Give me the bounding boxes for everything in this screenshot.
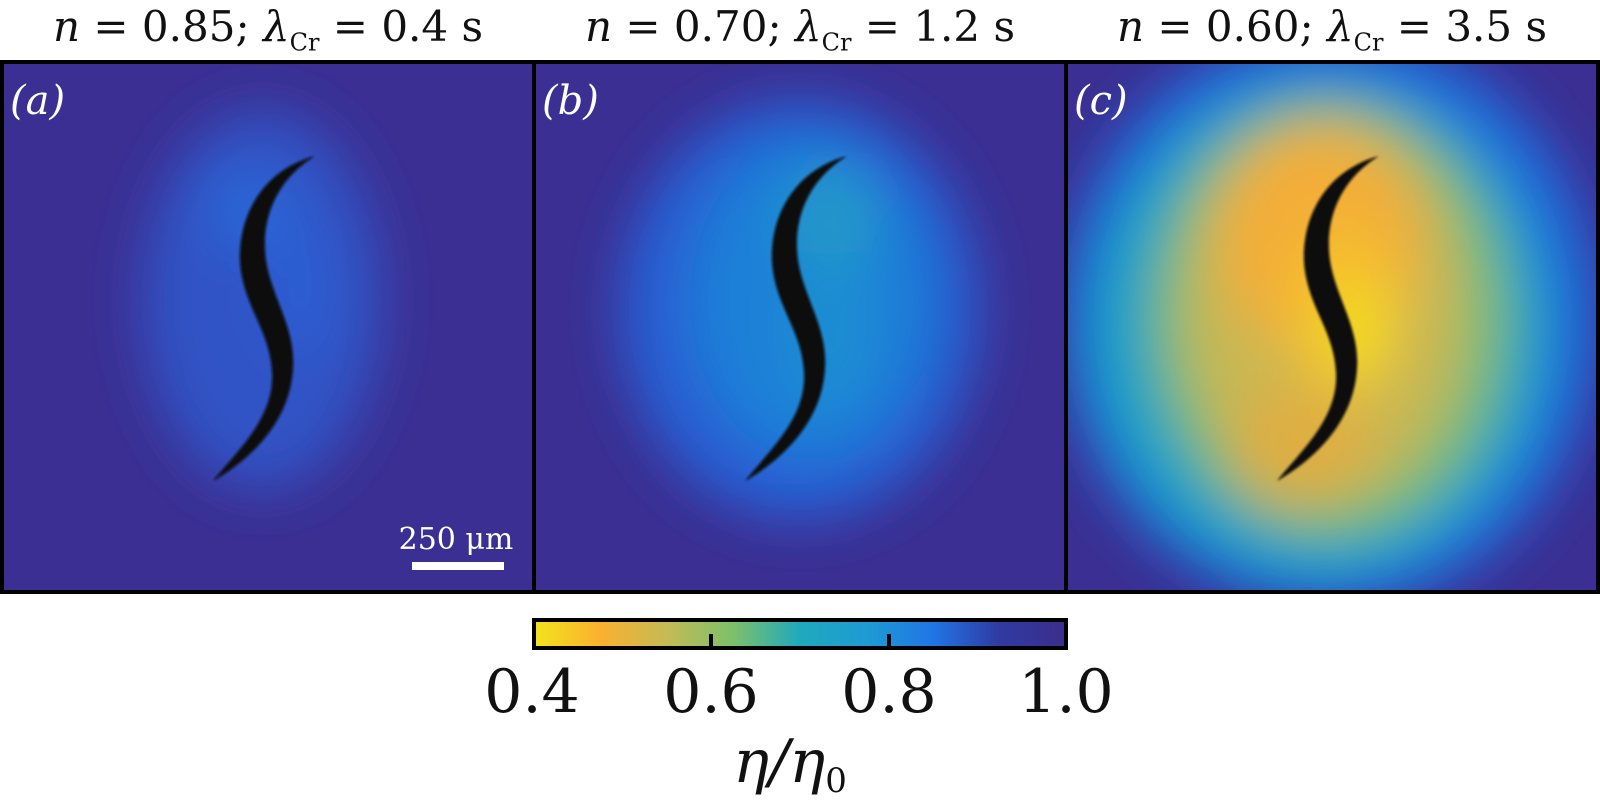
lambda-subscript: Cr: [1353, 28, 1384, 57]
worm-a: [213, 156, 315, 481]
worm-c: [1277, 156, 1379, 481]
lambda-subscript: Cr: [289, 28, 320, 57]
n-symbol: n: [52, 2, 81, 51]
colorbar-frame: [532, 618, 1068, 650]
lambda-value: 0.4 s: [381, 2, 484, 51]
colorbar-tick-label-0.4: 0.4: [484, 657, 579, 727]
n-value: 0.70: [673, 2, 768, 51]
panel-b-label: (b): [542, 78, 599, 124]
n-value: 0.85: [141, 2, 236, 51]
panel-b-title: n = 0.70; λCr = 1.2 s: [584, 2, 1016, 57]
colorbar-gradient: [534, 620, 1066, 648]
lambda-value: 1.2 s: [913, 2, 1016, 51]
lambda-symbol: λ: [262, 2, 290, 51]
n-symbol: n: [1116, 2, 1145, 51]
panel-a-title: n = 0.85; λCr = 0.4 s: [52, 2, 484, 57]
n-value: 0.60: [1205, 2, 1300, 51]
colorbar: 0.4 0.6 0.8 1.0 η/η0: [484, 618, 1114, 801]
colorbar-axis-label-subscript: 0: [825, 761, 847, 801]
scale-bar-line: [412, 562, 504, 570]
lambda-symbol: λ: [794, 2, 822, 51]
lambda-symbol: λ: [1326, 2, 1354, 51]
scale-bar-label: 250 μm: [399, 522, 514, 557]
panel-c-title: n = 0.60; λCr = 3.5 s: [1116, 2, 1548, 57]
colorbar-tick-label-0.6: 0.6: [663, 657, 758, 727]
panel-c: (c): [1064, 60, 1600, 594]
colorbar-tick-label-0.8: 0.8: [841, 657, 936, 727]
panel-b: (b): [532, 60, 1068, 594]
worm-b: [745, 156, 847, 481]
panel-c-frame: [1064, 60, 1600, 594]
panel-a: (a) 250 μm: [0, 60, 536, 594]
scale-bar: 250 μm: [399, 522, 514, 570]
colorbar-axis-label-main: η/η: [733, 727, 825, 797]
lambda-value: 3.5 s: [1445, 2, 1548, 51]
colorbar-axis-label: η/η0: [733, 727, 847, 801]
colorbar-tick-label-1.0: 1.0: [1018, 657, 1113, 727]
panel-c-label: (c): [1074, 78, 1128, 124]
n-symbol: n: [584, 2, 613, 51]
lambda-subscript: Cr: [821, 28, 852, 57]
panel-a-label: (a): [10, 78, 65, 124]
